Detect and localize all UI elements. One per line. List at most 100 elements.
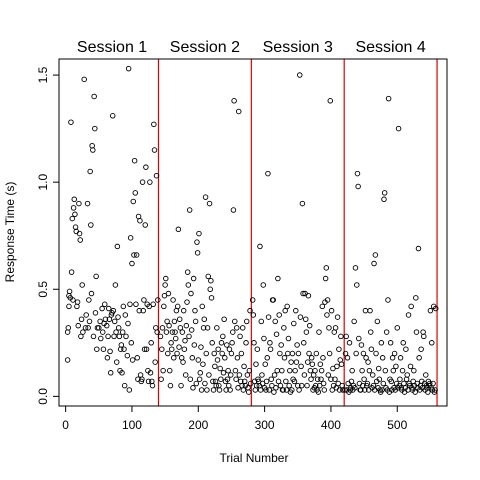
data-point — [332, 325, 339, 331]
data-point — [432, 305, 439, 312]
data-point — [404, 372, 410, 378]
data-point — [153, 172, 160, 179]
data-point — [201, 316, 207, 323]
data-point — [376, 376, 383, 382]
data-point — [403, 346, 409, 352]
data-point — [180, 307, 187, 314]
data-point — [111, 333, 117, 340]
data-point — [318, 376, 324, 382]
data-point — [313, 350, 320, 357]
data-point — [326, 350, 333, 357]
data-point — [129, 357, 136, 363]
data-point — [107, 370, 114, 376]
data-point — [288, 359, 294, 365]
data-point — [367, 329, 374, 335]
data-point — [368, 346, 375, 352]
data-point — [190, 385, 196, 391]
y-tick-label: 1.0 — [36, 173, 50, 190]
data-point — [174, 303, 181, 310]
data-point — [133, 301, 139, 308]
data-point — [100, 329, 106, 335]
data-point — [200, 361, 206, 367]
data-point — [415, 245, 422, 252]
data-point — [351, 318, 357, 325]
data-point — [82, 325, 89, 331]
data-point — [183, 322, 190, 329]
data-point — [170, 355, 177, 361]
data-point — [223, 387, 229, 393]
data-point — [208, 277, 214, 284]
data-point — [125, 65, 132, 72]
data-point — [92, 125, 98, 132]
data-point — [232, 318, 238, 325]
data-point — [385, 95, 392, 102]
data-point — [124, 352, 131, 359]
data-point — [303, 329, 310, 335]
data-point — [326, 325, 332, 331]
data-point — [237, 333, 243, 340]
data-point — [141, 346, 148, 352]
data-point — [199, 303, 206, 310]
data-point — [70, 297, 76, 303]
data-point — [397, 355, 404, 361]
data-point — [193, 380, 200, 387]
data-point — [369, 372, 376, 378]
data-point — [291, 320, 297, 327]
data-point — [234, 355, 241, 361]
data-point — [180, 359, 186, 365]
data-point — [215, 346, 221, 352]
data-point — [105, 305, 112, 312]
data-point — [188, 290, 194, 297]
data-point — [247, 307, 253, 314]
data-point — [202, 380, 208, 387]
data-point — [385, 297, 391, 303]
session-label-3: Session 3 — [263, 39, 333, 56]
data-point — [275, 378, 282, 385]
data-point — [304, 359, 311, 365]
data-point — [159, 346, 165, 352]
data-point — [281, 355, 288, 361]
data-point — [243, 318, 250, 325]
data-point — [172, 335, 179, 342]
data-point — [172, 329, 178, 335]
data-point — [121, 382, 128, 389]
data-point — [304, 382, 310, 389]
data-point — [72, 211, 78, 218]
x-tick-label: 300 — [255, 418, 275, 432]
data-point — [429, 340, 435, 346]
data-point — [133, 252, 140, 258]
data-point — [391, 350, 398, 357]
data-point — [315, 389, 322, 395]
data-point — [134, 355, 141, 361]
data-point — [65, 325, 72, 331]
data-point — [413, 295, 419, 301]
data-point — [298, 363, 304, 370]
data-point — [159, 325, 166, 331]
data-point — [70, 205, 77, 211]
data-point — [238, 350, 245, 357]
data-point — [168, 340, 174, 346]
data-point — [355, 183, 361, 190]
data-point — [324, 312, 330, 318]
data-point — [360, 382, 366, 389]
data-point — [293, 307, 299, 314]
data-point — [167, 382, 174, 389]
data-point — [66, 288, 73, 295]
data-point — [113, 359, 120, 365]
data-point — [268, 376, 274, 382]
data-point — [416, 355, 422, 361]
data-point — [282, 307, 288, 314]
data-point — [90, 147, 96, 153]
data-point — [358, 342, 365, 348]
data-point — [96, 325, 102, 331]
data-point — [79, 282, 85, 288]
x-tick-label: 200 — [188, 418, 208, 432]
data-point — [306, 322, 313, 329]
data-point — [374, 318, 381, 325]
data-point — [140, 307, 146, 314]
data-point — [93, 273, 99, 280]
data-point — [348, 378, 355, 385]
data-point — [300, 290, 306, 297]
data-point — [334, 363, 340, 370]
